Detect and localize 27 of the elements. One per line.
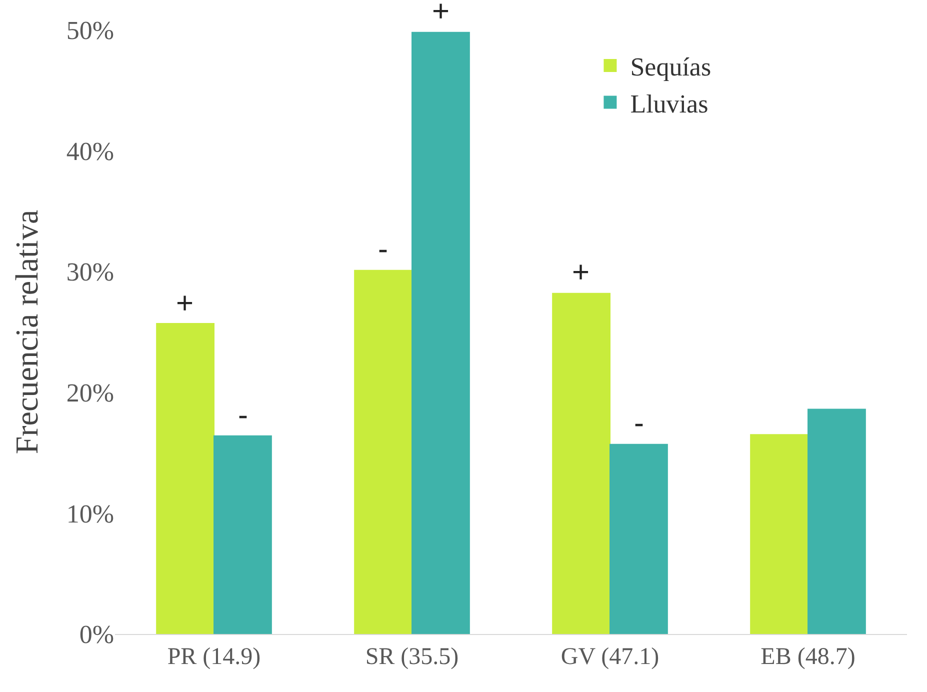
annotation: +: [432, 0, 450, 28]
y-tick-label: 50%: [66, 16, 114, 46]
legend-label: Lluvias: [630, 89, 708, 118]
bar: [214, 435, 272, 634]
y-axis-title: Frecuencia relativa: [8, 210, 45, 454]
annotation: +: [176, 287, 194, 320]
annotation: -: [238, 399, 248, 432]
x-tick-label: PR (14.9): [167, 644, 261, 670]
bar: [750, 434, 808, 634]
bar: [412, 32, 470, 634]
y-tick-label: 30%: [66, 258, 114, 287]
bar: [808, 408, 866, 634]
x-tick-label: SR (35.5): [365, 644, 459, 670]
bar: [610, 444, 668, 634]
x-tick-label: GV (47.1): [560, 644, 660, 670]
bar: [354, 270, 412, 634]
y-tick-label: 40%: [66, 136, 114, 166]
annotation: -: [378, 233, 388, 266]
bar: [552, 292, 610, 634]
legend-label: Sequías: [630, 52, 712, 82]
x-tick-label: EB (48.7): [760, 644, 856, 670]
bar: [156, 323, 214, 634]
y-tick-label: 20%: [66, 378, 114, 408]
y-tick-label: 0%: [79, 620, 114, 650]
y-tick-label: 10%: [66, 499, 114, 528]
annotation: -: [634, 407, 644, 440]
annotation: +: [572, 256, 590, 289]
